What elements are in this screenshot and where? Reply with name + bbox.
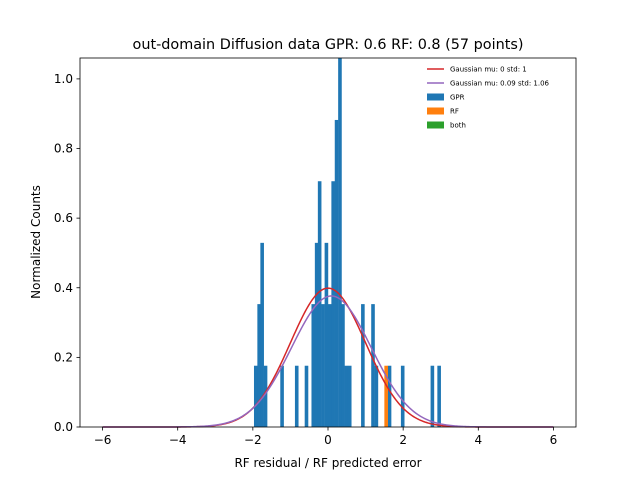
bar-gpr-0 [253, 365, 258, 427]
x-tick-label: −6 [94, 433, 112, 447]
bar-gpr-10 [321, 304, 325, 427]
bar-gpr-15 [338, 58, 342, 427]
axes-layer: −6 −4 −2 0 2 4 6 0.0 0.2 0.4 0.6 0.8 1.0 [54, 57, 577, 447]
bars-layer [253, 58, 441, 428]
bar-gpr-21 [374, 365, 379, 427]
bar-gpr-18 [347, 365, 352, 427]
x-tick-label: 4 [474, 433, 482, 447]
chart-title: out-domain Diffusion data GPR: 0.6 RF: 0… [133, 37, 524, 53]
y-tick-label: 1.0 [54, 72, 73, 86]
x-tick-label: −2 [244, 433, 262, 447]
legend-label: GPR [450, 94, 465, 102]
x-tick-label: −4 [169, 433, 187, 447]
y-axis-label: Normalized Counts [29, 185, 43, 299]
bar-gpr-23 [400, 365, 405, 427]
bar-gpr-7 [311, 304, 316, 427]
bar-gpr-25 [437, 365, 441, 427]
y-tick-label: 0.2 [54, 350, 73, 364]
bar-gpr-8 [314, 242, 319, 427]
x-tick-label: 6 [550, 433, 558, 447]
legend-bar-swatch [427, 107, 444, 115]
bar-gpr-14 [334, 119, 339, 428]
bar-gpr-3 [263, 365, 268, 427]
y-tick-label: 0.0 [54, 420, 73, 434]
x-tick-label: 2 [399, 433, 407, 447]
y-tick-label: 0.8 [54, 142, 73, 156]
bar-rf-0 [384, 365, 388, 427]
legend-label: Gaussian mu: 0.09 std: 1.06 [450, 80, 550, 88]
legend-bar-swatch [427, 93, 444, 101]
bar-gpr-16 [341, 304, 345, 427]
bar-gpr-20 [371, 304, 375, 427]
bar-gpr-22 [387, 365, 392, 427]
bar-gpr-17 [344, 365, 349, 427]
bar-gpr-4 [280, 365, 284, 427]
bar-gpr-19 [361, 304, 365, 427]
bar-gpr-2 [260, 242, 264, 427]
bar-gpr-5 [294, 365, 299, 427]
x-axis-label: RF residual / RF predicted error [234, 456, 421, 470]
legend: Gaussian mu: 0 std: 1 Gaussian mu: 0.09 s… [427, 66, 550, 130]
legend-label: Gaussian mu: 0 std: 1 [450, 66, 527, 74]
bar-gpr-12 [328, 304, 332, 427]
bar-gpr-11 [324, 242, 329, 427]
legend-bar-swatch [427, 121, 444, 129]
bar-gpr-6 [304, 365, 309, 427]
bar-gpr-13 [331, 181, 335, 427]
bar-gpr-1 [257, 304, 261, 427]
y-tick-label: 0.4 [54, 281, 73, 295]
legend-label: RF [450, 108, 459, 116]
y-tick-label: 0.6 [54, 211, 73, 225]
bar-gpr-9 [317, 181, 322, 427]
legend-label: both [450, 122, 466, 130]
x-tick-label: 0 [324, 433, 332, 447]
bar-gpr-24 [430, 365, 435, 427]
